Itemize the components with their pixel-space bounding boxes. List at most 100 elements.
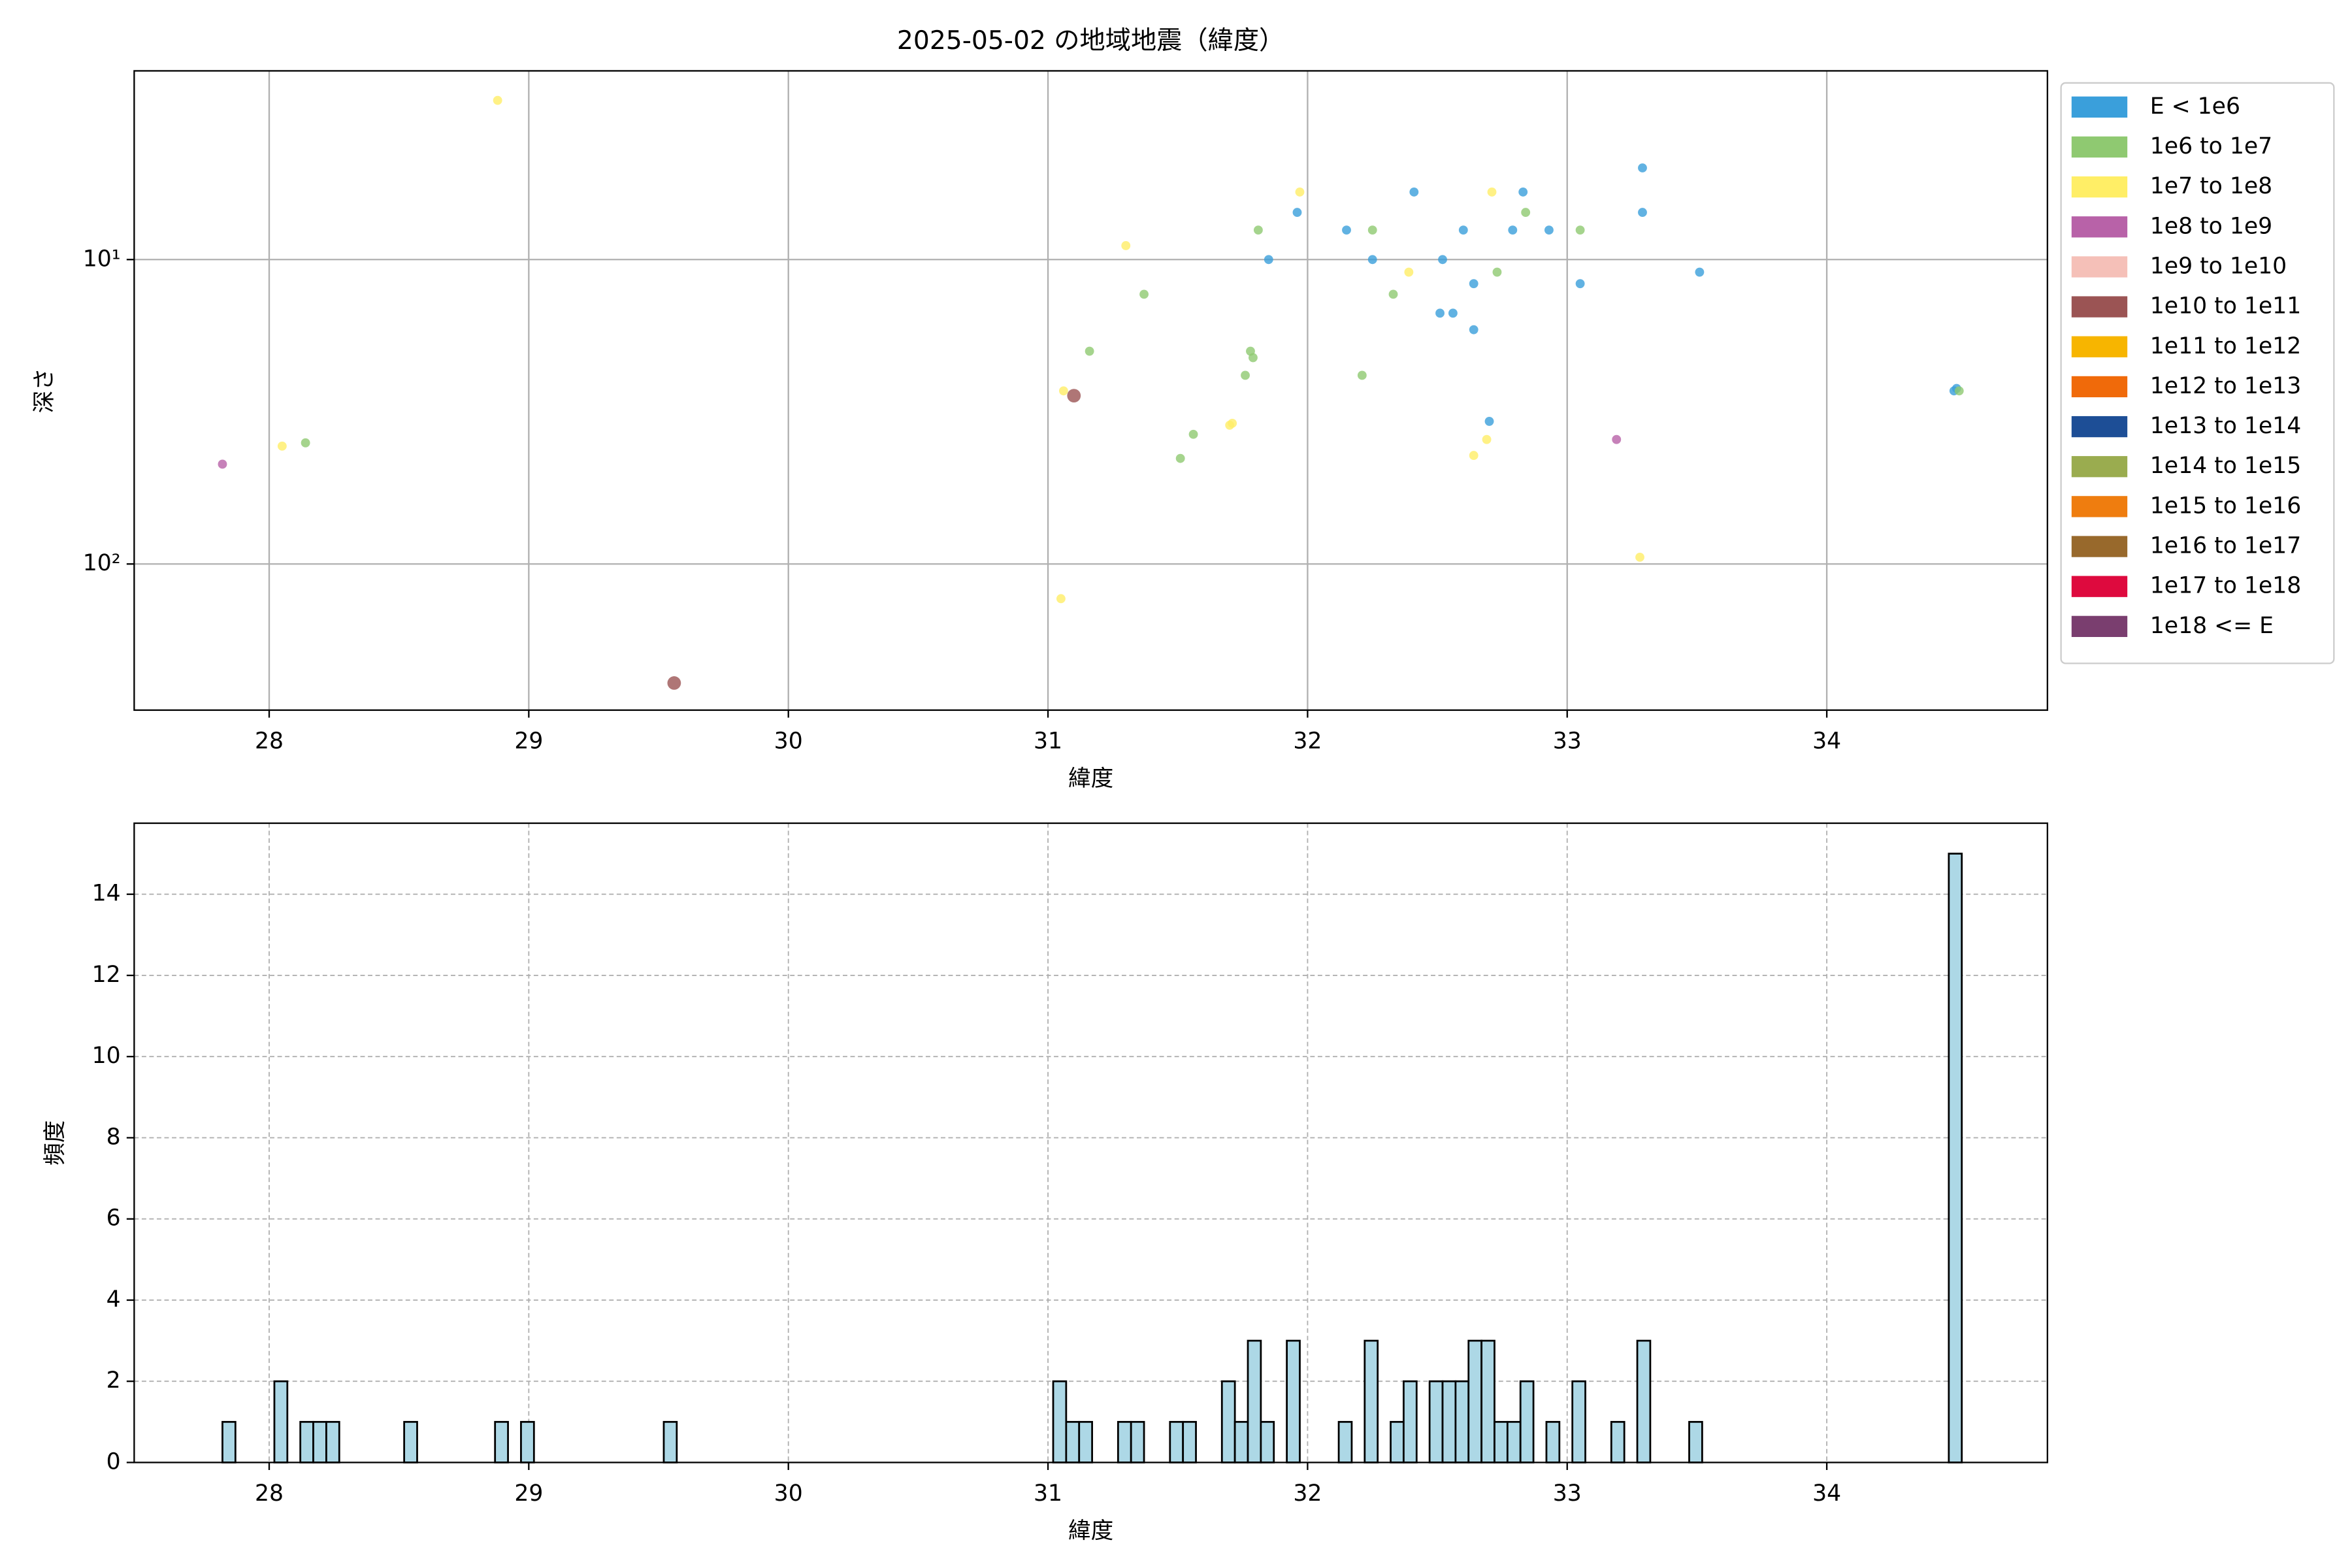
legend-swatch xyxy=(2071,576,2128,597)
x-tick-label: 32 xyxy=(1293,1480,1322,1507)
histogram-bar xyxy=(1182,1420,1197,1463)
histogram-bar xyxy=(1519,1380,1535,1463)
histogram-bar xyxy=(1260,1420,1275,1463)
scatter-point xyxy=(1518,187,1528,197)
legend-swatch xyxy=(2071,615,2128,637)
scatter-point xyxy=(1469,279,1478,289)
scatter-point xyxy=(218,459,227,469)
scatter-point xyxy=(1058,386,1068,396)
y-axis-label: 頻度 xyxy=(42,1120,68,1166)
y-tick-label: 14 xyxy=(92,881,121,907)
scatter-point xyxy=(1357,370,1367,380)
legend-swatch xyxy=(2071,376,2128,398)
y-tick-label: 10² xyxy=(83,550,121,576)
histogram-bar xyxy=(1117,1420,1132,1463)
scatter-point xyxy=(1469,325,1478,335)
scatter-point xyxy=(277,441,287,451)
scatter-point xyxy=(1241,370,1250,380)
x-tick-label: 30 xyxy=(774,1480,803,1507)
histogram-bar xyxy=(1337,1420,1353,1463)
histogram-bar xyxy=(520,1420,535,1463)
x-tick-label: 28 xyxy=(255,1480,284,1507)
legend-label: 1e17 to 1e18 xyxy=(2150,573,2301,599)
x-axis-label: 緯度 xyxy=(1068,1518,1113,1544)
legend-label: 1e18 <= E xyxy=(2150,613,2274,639)
x-tick-label: 31 xyxy=(1034,728,1062,754)
scatter-point xyxy=(1175,453,1185,463)
scatter-point xyxy=(1056,594,1066,604)
scatter-point xyxy=(1638,163,1647,172)
histogram-bar xyxy=(1506,1420,1522,1463)
scatter-point xyxy=(1139,289,1149,299)
legend-swatch xyxy=(2071,136,2128,158)
x-axis-label: 緯度 xyxy=(1068,766,1113,792)
histogram-bar xyxy=(403,1420,418,1463)
x-tick-label: 34 xyxy=(1812,728,1841,754)
scatter-point xyxy=(1492,267,1502,277)
scatter-point xyxy=(1264,255,1273,265)
scatter-point xyxy=(1067,389,1081,403)
legend-swatch xyxy=(2071,536,2128,557)
x-tick-label: 30 xyxy=(774,728,803,754)
histogram-bar xyxy=(1494,1420,1509,1463)
scatter-point xyxy=(1638,208,1647,218)
histogram-bar xyxy=(1078,1420,1093,1463)
legend-label: 1e13 to 1e14 xyxy=(2150,413,2301,439)
legend-label: 1e6 to 1e7 xyxy=(2150,133,2272,159)
legend-swatch xyxy=(2071,416,2128,438)
scatter-point xyxy=(1469,451,1478,461)
histogram-bar xyxy=(1428,1380,1444,1463)
histogram-bar xyxy=(1610,1420,1625,1463)
scatter-point xyxy=(1188,429,1198,439)
histogram-bar xyxy=(273,1380,289,1463)
plot-frame xyxy=(133,822,2048,1463)
legend-label: 1e15 to 1e16 xyxy=(2150,493,2301,519)
scatter-point xyxy=(1612,434,1622,444)
histogram-bar xyxy=(1286,1339,1301,1463)
histogram-bar xyxy=(1480,1339,1495,1463)
y-tick-label: 0 xyxy=(106,1448,121,1475)
histogram-bar xyxy=(1545,1420,1561,1463)
legend-label: 1e8 to 1e9 xyxy=(2150,213,2272,239)
y-tick-label: 4 xyxy=(106,1286,121,1313)
histogram-bar xyxy=(1233,1420,1249,1463)
histogram-bar xyxy=(1948,853,1963,1463)
x-tick-label: 33 xyxy=(1553,728,1582,754)
x-tick-label: 31 xyxy=(1034,1480,1062,1507)
legend-label: 1e16 to 1e17 xyxy=(2150,533,2301,559)
scatter-point xyxy=(667,676,681,690)
y-tick-label: 6 xyxy=(106,1205,121,1232)
scatter-point xyxy=(1635,552,1644,562)
histogram-bar xyxy=(1220,1380,1236,1463)
histogram-bar xyxy=(494,1420,509,1463)
scatter-point xyxy=(301,438,310,448)
legend-swatch xyxy=(2071,216,2128,238)
histogram-bar xyxy=(1247,1339,1262,1463)
y-tick-label: 12 xyxy=(92,962,121,988)
y-tick-label: 10 xyxy=(92,1043,121,1069)
x-tick-label: 29 xyxy=(514,1480,543,1507)
histogram-bar xyxy=(1454,1380,1470,1463)
legend: E < 1e6 1e6 to 1e7 1e7 to 1e8 1e8 to 1e9 1e9… xyxy=(2060,82,2335,664)
scatter-point xyxy=(1295,187,1305,197)
scatter-point xyxy=(1954,386,1964,396)
scatter-point xyxy=(1575,279,1585,289)
histogram-bar xyxy=(1130,1420,1145,1463)
y-axis-label: 深さ xyxy=(31,368,57,413)
histogram-bar xyxy=(221,1420,237,1463)
legend-label: 1e7 to 1e8 xyxy=(2150,173,2272,199)
plot-frame xyxy=(133,70,2048,711)
histogram-bar xyxy=(1636,1339,1652,1463)
scatter-point xyxy=(1482,434,1492,444)
histogram-bar xyxy=(1052,1380,1068,1463)
legend-swatch xyxy=(2071,456,2128,478)
histogram-bar xyxy=(1169,1420,1184,1463)
histogram-bar xyxy=(325,1420,340,1463)
legend-swatch xyxy=(2071,176,2128,198)
scatter-point xyxy=(493,95,502,105)
histogram-bar xyxy=(1364,1339,1379,1463)
legend-swatch xyxy=(2071,336,2128,357)
legend-label: E < 1e6 xyxy=(2150,93,2240,120)
x-tick-label: 33 xyxy=(1553,1480,1582,1507)
